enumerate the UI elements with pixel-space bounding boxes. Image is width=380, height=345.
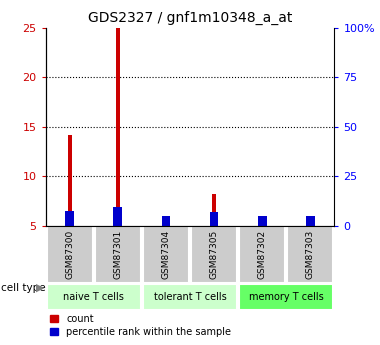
Text: naive T cells: naive T cells — [63, 292, 124, 302]
Bar — [162, 216, 170, 226]
Bar — [306, 216, 315, 226]
Bar — [65, 211, 74, 226]
Bar — [68, 135, 71, 226]
Title: GDS2327 / gnf1m10348_a_at: GDS2327 / gnf1m10348_a_at — [88, 11, 292, 25]
Bar — [239, 226, 285, 283]
Bar — [47, 285, 141, 310]
Text: tolerant T cells: tolerant T cells — [154, 292, 226, 302]
Text: memory T cells: memory T cells — [249, 292, 324, 302]
Bar — [95, 226, 141, 283]
Text: GSM87300: GSM87300 — [65, 230, 74, 279]
Bar — [116, 28, 120, 226]
Bar — [114, 207, 122, 226]
Text: cell type: cell type — [1, 283, 45, 293]
Bar — [191, 226, 237, 283]
Bar — [47, 226, 93, 283]
Text: ▶: ▶ — [36, 283, 44, 293]
Text: GSM87305: GSM87305 — [209, 230, 218, 279]
Bar — [143, 285, 237, 310]
Text: GSM87301: GSM87301 — [113, 230, 122, 279]
Bar — [239, 285, 333, 310]
Text: GSM87303: GSM87303 — [306, 230, 315, 279]
Bar — [212, 194, 216, 226]
Bar — [258, 216, 266, 226]
Bar — [287, 226, 333, 283]
Text: GSM87302: GSM87302 — [258, 230, 267, 279]
Text: GSM87304: GSM87304 — [162, 230, 171, 279]
Bar — [210, 212, 218, 226]
Bar — [143, 226, 189, 283]
Legend: count, percentile rank within the sample: count, percentile rank within the sample — [51, 314, 231, 337]
